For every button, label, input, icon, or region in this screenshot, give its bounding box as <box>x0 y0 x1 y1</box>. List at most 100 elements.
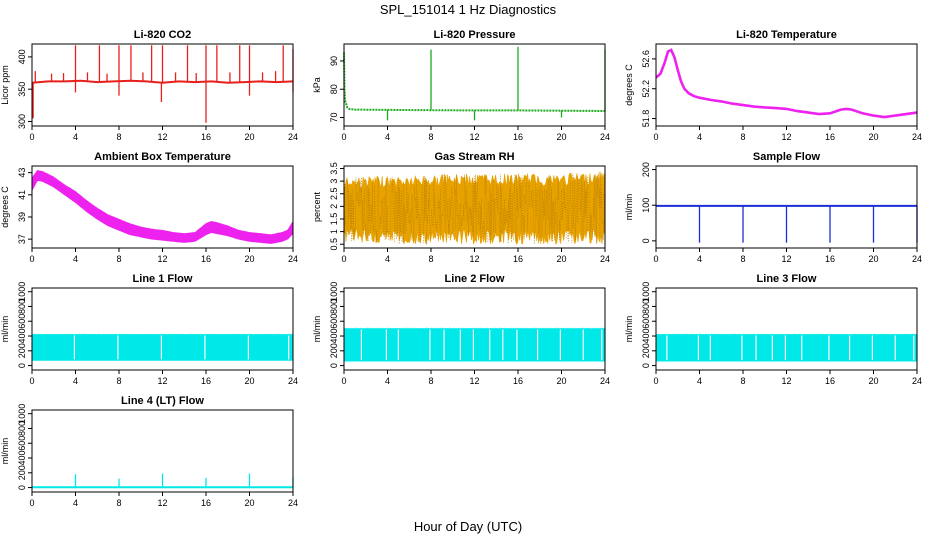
panel-y-axis-label: ml/min <box>0 438 10 465</box>
y-tick-label: 600 <box>17 314 27 329</box>
x-tick-label: 24 <box>600 254 610 264</box>
y-tick-label: 39 <box>17 212 27 222</box>
x-tick-label: 12 <box>469 132 479 142</box>
x-tick-label: 0 <box>29 376 34 386</box>
x-tick-label: 8 <box>428 254 433 264</box>
panel-title: Li-820 Temperature <box>736 29 837 41</box>
y-tick-label: 0.5 <box>329 238 339 251</box>
y-tick-label: 52.6 <box>641 50 651 68</box>
x-tick-label: 20 <box>868 254 878 264</box>
y-tick-label: 0 <box>17 363 27 368</box>
x-tick-label: 20 <box>244 254 254 264</box>
panel-title: Line 1 Flow <box>133 273 193 285</box>
y-tick-label: 600 <box>329 314 339 329</box>
series-band <box>343 327 606 362</box>
y-tick-label: 2.5 <box>329 187 339 200</box>
y-tick-label: 800 <box>17 299 27 314</box>
x-tick-label: 12 <box>469 254 479 264</box>
plot-frame <box>655 43 918 127</box>
x-tick-label: 24 <box>288 498 298 508</box>
x-tick-label: 12 <box>157 254 167 264</box>
x-tick-label: 4 <box>385 132 390 142</box>
x-tick-label: 0 <box>29 132 34 142</box>
y-tick-label: 800 <box>641 299 651 314</box>
y-tick-label: 1.5 <box>329 213 339 226</box>
panel-2: Li-820 Temperature degrees C 0 4 8 12 16 20 24 51… <box>624 29 922 142</box>
y-tick-label: 200 <box>641 162 651 177</box>
y-tick-label: 200 <box>329 343 339 358</box>
panel-1: Li-820 Pressure kPa 0 4 8 12 16 20 24 70 80 90 <box>312 29 610 142</box>
y-tick-label: 37 <box>17 234 27 244</box>
panel-y-axis-label: ml/min <box>312 316 322 343</box>
panel-title: Line 4 (LT) Flow <box>121 395 204 407</box>
y-tick-label: 0 <box>17 485 27 490</box>
x-tick-label: 24 <box>912 132 922 142</box>
x-tick-label: 16 <box>201 376 211 386</box>
y-tick-label: 90 <box>329 56 339 66</box>
plot-area <box>655 333 918 362</box>
x-tick-label: 16 <box>513 376 523 386</box>
x-tick-label: 4 <box>73 376 78 386</box>
plot-area <box>31 45 294 123</box>
x-tick-label: 4 <box>697 254 702 264</box>
plot-area <box>343 327 606 362</box>
y-tick-label: 1000 <box>17 404 27 424</box>
y-tick-label: 43 <box>17 168 27 178</box>
x-tick-label: 12 <box>157 132 167 142</box>
x-tick-label: 8 <box>428 376 433 386</box>
x-tick-label: 16 <box>513 132 523 142</box>
x-tick-label: 12 <box>781 254 791 264</box>
panel-7: Line 2 Flow ml/min 0 4 8 12 16 20 24 0 20040060080… <box>312 273 610 386</box>
plot-area <box>31 333 294 361</box>
panel-y-axis-label: ml/min <box>624 194 634 221</box>
x-tick-label: 8 <box>740 132 745 142</box>
x-tick-label: 8 <box>740 376 745 386</box>
x-tick-label: 20 <box>556 132 566 142</box>
x-tick-label: 0 <box>653 376 658 386</box>
y-tick-label: 350 <box>17 82 27 97</box>
panel-y-axis-label: ml/min <box>0 316 10 343</box>
y-tick-label: 400 <box>17 451 27 466</box>
panel-0: Li-820 CO2 Licor ppm 0 4 8 12 16 20 24 300 350 400 <box>0 29 298 142</box>
x-tick-label: 4 <box>385 376 390 386</box>
panel-8: Line 3 Flow ml/min 0 4 8 12 16 20 24 0 20040060080… <box>624 273 922 386</box>
x-tick-label: 0 <box>29 254 34 264</box>
plot-area <box>343 46 606 121</box>
y-tick-label: 600 <box>641 314 651 329</box>
x-tick-label: 0 <box>341 376 346 386</box>
x-tick-label: 16 <box>825 254 835 264</box>
y-tick-label: 51.8 <box>641 110 651 128</box>
x-tick-label: 16 <box>825 376 835 386</box>
y-tick-label: 52.2 <box>641 80 651 98</box>
plot-area <box>655 48 918 119</box>
series-line <box>655 48 918 119</box>
y-tick-label: 800 <box>17 421 27 436</box>
panel-y-axis-label: ml/min <box>624 316 634 343</box>
y-tick-label: 100 <box>641 198 651 213</box>
y-tick-label: 400 <box>329 329 339 344</box>
x-tick-label: 16 <box>513 254 523 264</box>
x-tick-label: 24 <box>912 254 922 264</box>
panel-title: Sample Flow <box>753 151 821 163</box>
x-tick-label: 20 <box>556 376 566 386</box>
panel-title: Ambient Box Temperature <box>94 151 231 163</box>
x-tick-label: 20 <box>244 498 254 508</box>
x-tick-label: 8 <box>116 376 121 386</box>
plot-area <box>656 204 918 243</box>
y-tick-label: 400 <box>17 49 27 64</box>
x-tick-label: 4 <box>73 254 78 264</box>
x-tick-label: 4 <box>385 254 390 264</box>
x-tick-label: 20 <box>244 376 254 386</box>
x-tick-label: 24 <box>288 376 298 386</box>
x-tick-label: 4 <box>73 498 78 508</box>
y-tick-label: 3 <box>329 179 339 184</box>
y-tick-label: 400 <box>641 329 651 344</box>
panel-title: Gas Stream RH <box>434 151 514 163</box>
panel-y-axis-label: Licor ppm <box>0 65 10 105</box>
y-tick-label: 2 <box>329 204 339 209</box>
y-tick-label: 0 <box>329 363 339 368</box>
panel-y-axis-label: percent <box>312 191 322 222</box>
series-line <box>343 52 606 112</box>
x-tick-label: 0 <box>653 254 658 264</box>
